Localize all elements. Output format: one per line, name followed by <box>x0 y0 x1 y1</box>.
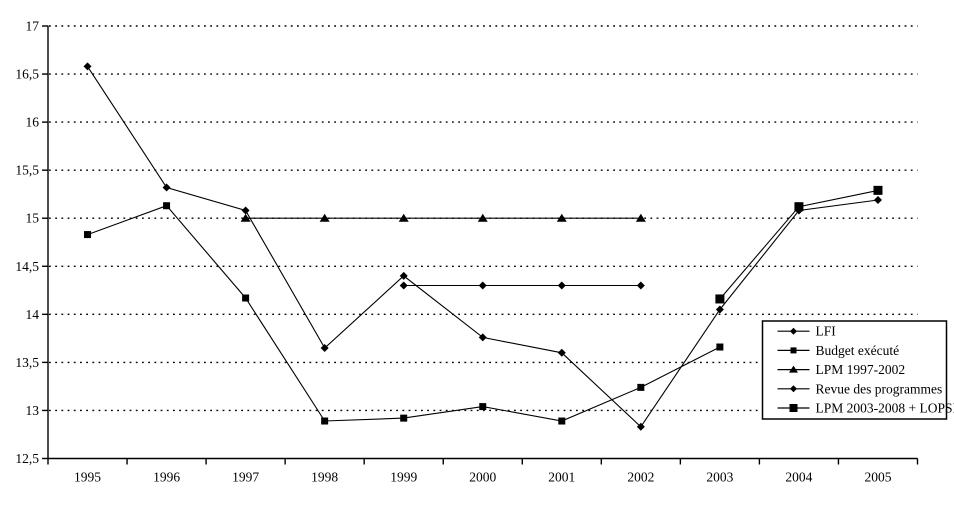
x-tick-label: 2005 <box>864 470 891 485</box>
legend-label: LPM 2003-2008 + LOPSI <box>816 401 954 416</box>
x-tick-label: 1996 <box>153 470 180 485</box>
legend-label: Revue des programmes <box>816 381 943 396</box>
legend: LFI Budget exécuté LPM 1997-2002 Revue des … <box>763 321 954 419</box>
marker-square <box>400 415 407 422</box>
series-markers-lpm-2003-2008-lopsi <box>715 186 882 304</box>
series-line-lfi <box>88 66 879 426</box>
marker-square <box>873 186 882 195</box>
x-tick-label: 2000 <box>469 470 496 485</box>
x-tick-label: 1999 <box>390 470 417 485</box>
x-tick-label: 1997 <box>232 470 259 485</box>
legend-label: Budget exécuté <box>816 343 900 358</box>
x-tick-label: 2002 <box>627 470 654 485</box>
marker-square <box>637 384 644 391</box>
y-tick-label: 17 <box>26 19 40 34</box>
legend-marker-square <box>790 404 798 412</box>
y-tick-label: 15 <box>26 211 40 226</box>
x-tick-label: 2004 <box>785 470 812 485</box>
marker-square <box>163 202 170 209</box>
marker-square <box>558 418 565 425</box>
marker-diamond <box>400 282 408 290</box>
y-tick-label: 14 <box>26 307 40 322</box>
marker-square <box>794 202 803 211</box>
y-tick-label: 13 <box>26 403 40 418</box>
marker-diamond <box>242 207 250 215</box>
x-tick-label: 2003 <box>706 470 733 485</box>
marker-diamond <box>479 282 487 290</box>
y-tick-label: 16,5 <box>15 67 39 82</box>
marker-diamond <box>84 62 92 70</box>
marker-diamond <box>637 282 645 290</box>
x-tick-label: 2001 <box>548 470 575 485</box>
marker-diamond <box>874 196 882 204</box>
y-tick-label: 14,5 <box>15 259 39 274</box>
marker-square <box>479 403 486 410</box>
series-markers-budget-ex-cut <box>84 202 723 424</box>
marker-diamond <box>558 282 566 290</box>
marker-square <box>321 418 328 425</box>
marker-square <box>242 294 249 301</box>
y-tick-label: 15,5 <box>15 163 39 178</box>
x-tick-label: 1998 <box>311 470 338 485</box>
marker-square <box>715 294 724 303</box>
marker-diamond <box>163 183 171 191</box>
x-tick-label: 1995 <box>74 470 101 485</box>
marker-square <box>84 231 91 238</box>
series-line-budget-ex-cut <box>88 206 720 421</box>
y-tick-label: 13,5 <box>15 355 39 370</box>
legend-label: LPM 1997-2002 <box>816 362 906 377</box>
legend-marker-square <box>791 347 797 353</box>
y-tick-label: 12,5 <box>15 451 39 466</box>
y-tick-label: 16 <box>26 115 40 130</box>
legend-label: LFI <box>816 324 837 339</box>
marker-square <box>716 344 723 351</box>
